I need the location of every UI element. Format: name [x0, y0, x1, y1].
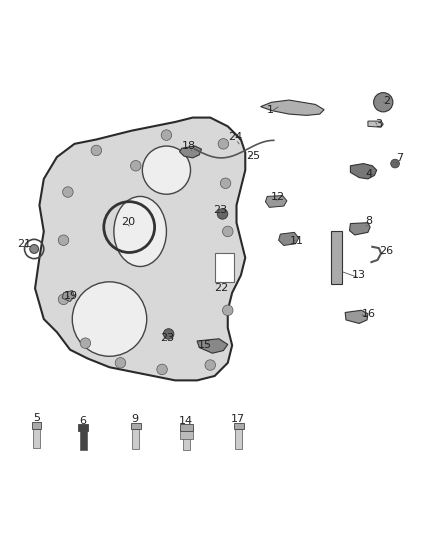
Bar	[180, 429, 193, 439]
Polygon shape	[350, 164, 377, 179]
Bar	[132, 430, 139, 449]
Text: 17: 17	[231, 414, 245, 424]
Text: 2: 2	[383, 96, 390, 107]
Text: 7: 7	[396, 153, 403, 163]
Text: 1: 1	[267, 105, 274, 115]
Text: 23: 23	[160, 333, 174, 343]
Text: 20: 20	[121, 217, 135, 227]
Text: 15: 15	[198, 341, 212, 350]
Circle shape	[115, 358, 126, 368]
Text: 6: 6	[79, 416, 86, 426]
Polygon shape	[197, 339, 228, 353]
Circle shape	[220, 178, 231, 189]
Circle shape	[374, 93, 393, 112]
Circle shape	[58, 235, 69, 246]
Text: 16: 16	[362, 309, 376, 319]
Text: 8: 8	[366, 216, 373, 226]
Bar	[180, 424, 193, 431]
Text: 12: 12	[271, 192, 285, 203]
Circle shape	[163, 329, 174, 339]
Text: 26: 26	[379, 246, 393, 256]
Text: 19: 19	[64, 291, 78, 301]
Polygon shape	[345, 310, 368, 324]
Polygon shape	[180, 146, 201, 158]
Circle shape	[58, 294, 69, 304]
Bar	[215, 253, 234, 282]
Ellipse shape	[114, 197, 166, 266]
Bar	[80, 431, 87, 450]
Polygon shape	[261, 100, 324, 115]
Bar	[183, 431, 190, 450]
Circle shape	[131, 160, 141, 171]
Text: 22: 22	[214, 282, 228, 293]
Bar	[78, 424, 88, 431]
Bar	[331, 231, 342, 284]
Bar	[234, 423, 244, 430]
Text: 23: 23	[213, 205, 227, 215]
Bar	[235, 430, 242, 449]
Bar	[131, 423, 141, 430]
Polygon shape	[265, 196, 287, 207]
Circle shape	[30, 245, 39, 253]
Polygon shape	[368, 121, 383, 127]
Text: 5: 5	[33, 414, 40, 424]
Circle shape	[218, 139, 229, 149]
Circle shape	[161, 130, 172, 140]
Circle shape	[91, 145, 102, 156]
Circle shape	[220, 270, 231, 280]
Circle shape	[72, 282, 147, 356]
Text: 24: 24	[229, 132, 243, 142]
Text: 9: 9	[131, 414, 138, 424]
Polygon shape	[350, 223, 370, 235]
Bar	[33, 429, 40, 448]
Circle shape	[80, 338, 91, 349]
Circle shape	[205, 360, 215, 370]
Circle shape	[63, 187, 73, 197]
Text: 25: 25	[246, 151, 260, 161]
Circle shape	[223, 226, 233, 237]
Circle shape	[223, 305, 233, 316]
Polygon shape	[279, 232, 299, 246]
Bar	[32, 422, 41, 429]
Polygon shape	[62, 290, 74, 302]
Text: 11: 11	[290, 236, 304, 246]
Circle shape	[391, 159, 399, 168]
Text: 14: 14	[179, 416, 193, 426]
Text: 21: 21	[17, 239, 31, 249]
Circle shape	[217, 209, 228, 219]
Text: 3: 3	[375, 119, 382, 129]
Text: 4: 4	[365, 168, 372, 179]
Polygon shape	[35, 118, 245, 381]
Text: 13: 13	[352, 270, 366, 280]
Text: 18: 18	[182, 141, 196, 151]
Circle shape	[142, 146, 191, 194]
Circle shape	[157, 364, 167, 375]
